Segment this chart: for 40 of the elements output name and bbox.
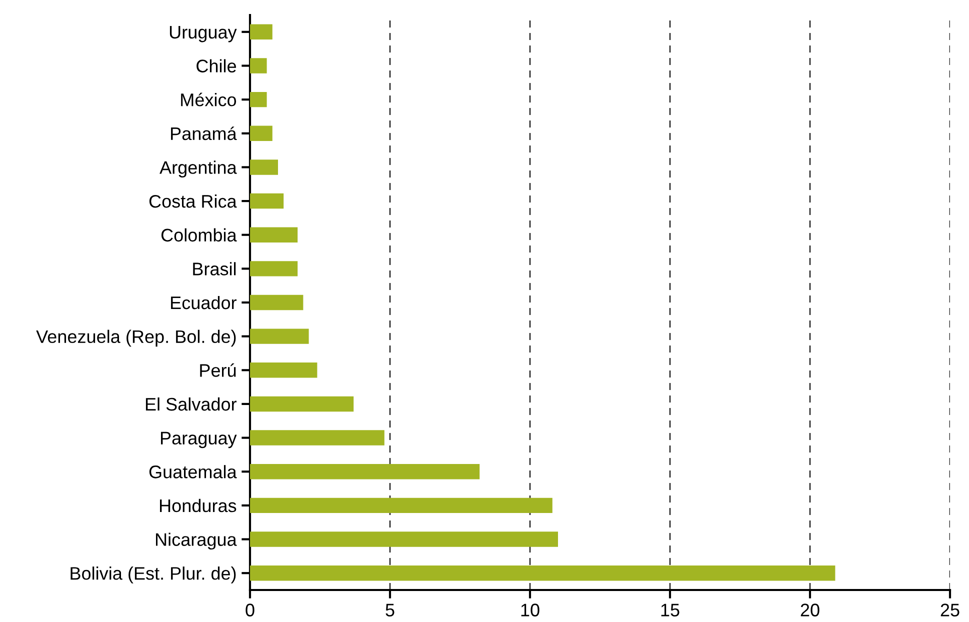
x-tick-label: 20 — [800, 604, 820, 616]
bar — [250, 294, 304, 310]
y-tick-label: Uruguay — [170, 26, 237, 42]
x-tick-label: 5 — [386, 604, 394, 616]
bar — [250, 58, 267, 74]
y-tick-label: Costa Rica — [149, 194, 237, 208]
x-tick-label: 0 — [246, 604, 254, 616]
bar — [250, 126, 272, 141]
bar — [250, 430, 384, 446]
bar — [250, 193, 284, 209]
y-tick-label: Paraguay — [161, 432, 237, 448]
y-tick-label: Panamá — [171, 126, 237, 140]
bar — [250, 160, 278, 175]
y-tick-label: Argentina — [160, 160, 237, 178]
y-tick-label: Honduras — [160, 498, 236, 512]
y-tick-label: Ecuador — [171, 296, 237, 310]
x-tick-label: 10 — [521, 604, 540, 616]
y-tick-label: Guatemala — [149, 465, 237, 478]
y-tick-label: Brasil — [193, 262, 236, 276]
y-tick-label: Colombia — [161, 228, 237, 242]
y-tick-label: Bolivia (Est. Plur. de) — [70, 566, 236, 584]
bar — [250, 24, 272, 40]
bar — [250, 498, 552, 514]
y-tick-label: Chile — [196, 59, 236, 72]
y-tick-label: Perú — [200, 363, 236, 377]
x-tick-label: 15 — [661, 604, 680, 616]
bar — [250, 227, 298, 242]
y-tick-label: México — [181, 92, 236, 106]
bar — [250, 396, 354, 412]
y-tick-label: El Salvador — [146, 397, 237, 411]
bar — [250, 261, 298, 276]
bar — [250, 532, 558, 547]
bar — [250, 565, 836, 581]
bar — [250, 328, 309, 344]
y-tick-label: Venezuela (Rep. Bol. de) — [36, 330, 236, 347]
y-tick-label: Nicaragua — [156, 532, 237, 550]
x-tick-label: 25 — [940, 604, 960, 616]
bar — [250, 92, 267, 108]
bar — [250, 464, 480, 480]
bar — [250, 362, 318, 378]
